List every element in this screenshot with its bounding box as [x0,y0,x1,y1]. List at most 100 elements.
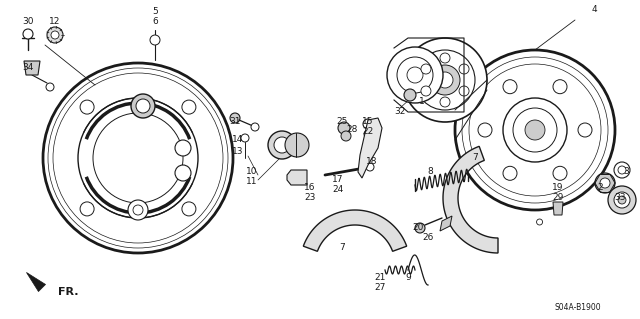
Circle shape [404,89,416,101]
Circle shape [437,72,453,88]
Circle shape [47,27,63,43]
Circle shape [379,224,385,229]
Text: 2: 2 [597,183,603,192]
Circle shape [341,131,351,141]
Text: 5: 5 [152,8,158,17]
Circle shape [552,187,564,199]
Circle shape [78,98,198,218]
Circle shape [338,122,350,134]
Circle shape [274,137,290,153]
Text: S04A-B1900: S04A-B1900 [555,303,602,313]
Circle shape [440,97,450,107]
Circle shape [46,83,54,91]
Text: 12: 12 [49,18,61,26]
Circle shape [182,202,196,216]
Text: 33: 33 [614,194,626,203]
Text: 10: 10 [246,167,258,176]
Circle shape [614,162,630,178]
Text: 23: 23 [304,194,316,203]
Text: 16: 16 [304,183,316,192]
Circle shape [397,57,433,93]
Circle shape [421,64,431,74]
Circle shape [553,80,567,94]
Circle shape [469,64,601,196]
Text: 9: 9 [405,273,411,283]
Circle shape [175,165,191,181]
Circle shape [241,134,249,142]
Text: 28: 28 [346,125,358,135]
Text: 13: 13 [232,147,244,157]
Text: 34: 34 [22,63,34,72]
Circle shape [525,120,545,140]
Circle shape [403,38,487,122]
Circle shape [43,63,233,253]
Circle shape [503,98,567,162]
Text: 26: 26 [422,234,434,242]
Circle shape [415,50,475,110]
Circle shape [80,100,94,114]
Circle shape [93,113,183,203]
Circle shape [618,196,626,204]
Circle shape [150,35,160,45]
Text: 32: 32 [394,108,406,116]
Circle shape [352,215,358,221]
Text: 8: 8 [427,167,433,176]
Circle shape [415,223,425,233]
Polygon shape [358,118,382,178]
Circle shape [614,192,630,208]
Text: 17: 17 [332,175,344,184]
Text: 6: 6 [152,18,158,26]
Circle shape [136,99,150,113]
Text: 29: 29 [552,194,564,203]
Text: 20: 20 [412,224,424,233]
Circle shape [478,123,492,137]
Text: 15: 15 [362,117,374,127]
Polygon shape [24,61,40,75]
Circle shape [459,64,469,74]
Circle shape [387,47,443,103]
Circle shape [268,131,296,159]
Circle shape [503,80,517,94]
Circle shape [430,65,460,95]
Circle shape [80,202,94,216]
Circle shape [421,86,431,96]
Circle shape [285,133,309,157]
Text: 27: 27 [374,284,386,293]
Circle shape [363,119,373,129]
Text: 4: 4 [591,5,597,14]
Circle shape [536,219,543,225]
Circle shape [182,100,196,114]
Polygon shape [26,272,45,292]
Circle shape [600,178,610,188]
Circle shape [578,123,592,137]
Circle shape [175,140,191,156]
Text: 7: 7 [472,153,478,162]
Text: 11: 11 [246,177,258,187]
Text: 25: 25 [336,117,348,127]
Circle shape [131,94,155,118]
Circle shape [455,50,615,210]
Circle shape [366,163,374,171]
Text: 18: 18 [366,158,378,167]
Circle shape [325,224,331,229]
Circle shape [595,173,615,193]
Text: 21: 21 [374,273,386,283]
Polygon shape [553,202,563,215]
Circle shape [462,57,608,203]
Text: 19: 19 [552,183,564,192]
Circle shape [555,190,561,196]
Text: 7: 7 [339,243,345,253]
Circle shape [251,123,259,131]
Polygon shape [303,210,406,251]
Circle shape [526,158,532,164]
Circle shape [53,73,223,243]
Circle shape [553,166,567,180]
Circle shape [618,166,626,174]
Circle shape [440,53,450,63]
Text: 14: 14 [232,136,244,145]
Text: 22: 22 [362,128,374,137]
Circle shape [608,186,636,214]
Circle shape [230,113,240,123]
Text: FR.: FR. [58,287,78,297]
Text: 3: 3 [623,167,629,176]
